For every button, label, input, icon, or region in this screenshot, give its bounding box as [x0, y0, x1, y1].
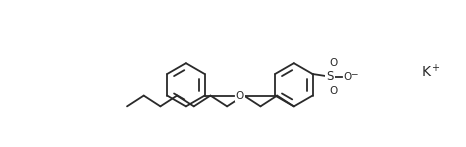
Text: O: O — [344, 72, 352, 82]
Text: S: S — [327, 70, 334, 83]
Text: +: + — [431, 63, 439, 73]
Text: O: O — [329, 86, 337, 96]
Text: K: K — [422, 65, 431, 79]
Text: O: O — [329, 58, 337, 68]
Text: O: O — [236, 91, 244, 101]
Text: −: − — [350, 70, 357, 78]
